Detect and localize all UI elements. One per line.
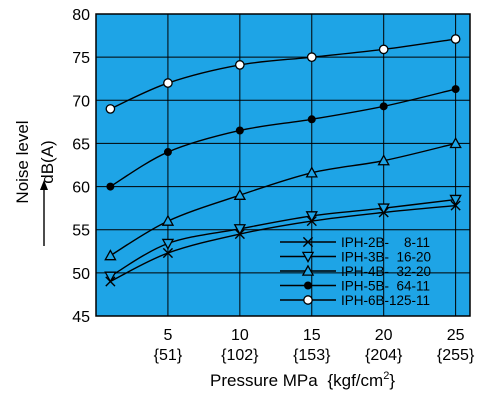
x-tick-label: 20	[375, 327, 393, 344]
series-2	[104, 194, 462, 283]
x-tick-sublabel: {204}	[365, 347, 403, 364]
series-5	[105, 34, 461, 114]
data-point	[377, 203, 390, 215]
data-point	[105, 104, 116, 114]
data-point	[307, 115, 316, 124]
legend-label: IPH-4B- 32-20	[341, 264, 431, 279]
data-point	[162, 247, 174, 259]
data-point	[106, 182, 115, 191]
x-axis-label: Pressure MPa {kgf/cm2}	[210, 370, 395, 390]
data-point	[161, 238, 175, 250]
plot-area	[96, 14, 470, 316]
y-tick-label: 45	[72, 309, 90, 326]
data-point	[163, 148, 172, 157]
data-point	[234, 60, 245, 70]
y-tick-label: 50	[72, 266, 90, 283]
data-point	[233, 188, 247, 200]
data-point	[377, 154, 390, 166]
legend-marker	[301, 264, 315, 276]
data-point	[235, 126, 244, 135]
marker-x-stroke	[162, 247, 174, 259]
data-point	[449, 136, 462, 149]
x-tick-sublabel: {153}	[293, 347, 331, 364]
series-group	[104, 34, 462, 287]
plot-border	[95, 13, 471, 317]
data-point	[305, 211, 318, 223]
legend-marker	[302, 236, 314, 248]
marker-x-stroke	[302, 236, 314, 248]
series-line	[110, 142, 456, 257]
x-tick-label: 15	[303, 327, 321, 344]
x-tick-label: 25	[447, 327, 465, 344]
y-tick-label: 70	[72, 93, 90, 110]
legend-label: IPH-5B- 64-11	[341, 279, 430, 294]
y-axis-label-line1: Noise level	[13, 120, 32, 203]
y-tick-label: 65	[72, 136, 90, 153]
x-tick-label: 5	[163, 327, 172, 344]
data-point	[104, 271, 117, 283]
tick-labels: 45 50 55 60 65 70 75 80 5 {51} 10 {102} 15 {153} 20 {20…	[72, 7, 475, 364]
series-line	[110, 198, 456, 277]
y-axis-label-line2: dB(A)	[38, 140, 57, 183]
x-tick-label: 10	[231, 327, 249, 344]
data-point	[449, 194, 462, 206]
y-tick-label: 60	[72, 180, 90, 197]
legend-label: IPH-6B-125-11	[341, 293, 430, 308]
data-point	[379, 102, 388, 111]
data-point	[233, 224, 247, 236]
series-3	[104, 136, 462, 261]
data-point	[161, 214, 175, 226]
data-point	[163, 78, 173, 88]
x-axis-label-unit-close: }	[389, 371, 395, 390]
data-point	[451, 85, 460, 94]
series-line	[110, 88, 456, 188]
x-axis-label-main: Pressure MPa	[210, 371, 318, 390]
data-point	[378, 44, 389, 55]
legend-label: IPH-2B- 8-11	[341, 235, 430, 250]
y-tick-label: 55	[72, 223, 90, 240]
up-arrow-icon	[40, 180, 48, 246]
data-point	[305, 166, 318, 178]
x-tick-sublabel: {51}	[154, 347, 183, 364]
x-axis-label-unit: {kgf/cm	[327, 371, 383, 390]
x-tick-sublabel: {102}	[221, 347, 259, 364]
y-tick-label: 80	[72, 7, 90, 24]
data-point	[104, 249, 117, 261]
legend-marker	[303, 295, 313, 305]
legend-label: IPH-3B- 16-20	[341, 250, 431, 265]
legend-marker	[301, 251, 315, 263]
series-4	[106, 85, 460, 191]
series-line	[110, 204, 456, 283]
legend-marker	[304, 281, 312, 290]
x-axis-label-unit-sup: 2	[383, 370, 389, 382]
data-point	[450, 34, 461, 44]
x-tick-sublabel: {255}	[437, 347, 475, 364]
y-tick-label: 75	[72, 50, 90, 67]
data-point	[306, 52, 317, 62]
